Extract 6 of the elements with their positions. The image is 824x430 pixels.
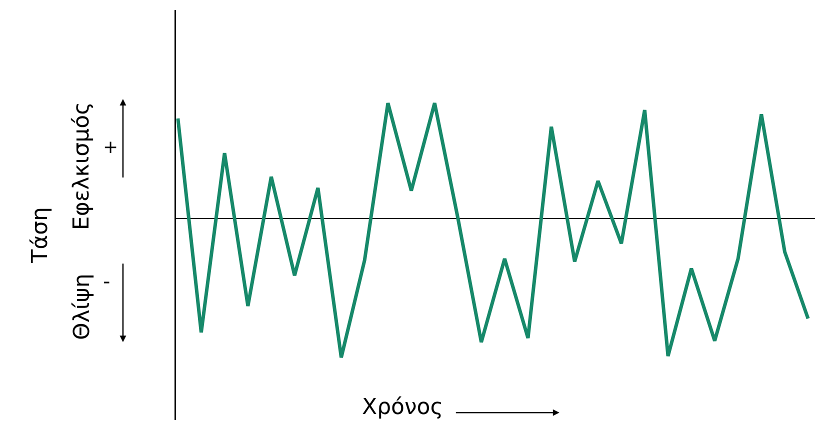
text: + [103,137,118,158]
text: - [103,269,110,293]
x-axis-title: Χρόνος [362,395,444,420]
text: Τάση [28,207,53,264]
text: Θλίψη [70,274,95,340]
text: Εφελκισμός [70,102,95,230]
